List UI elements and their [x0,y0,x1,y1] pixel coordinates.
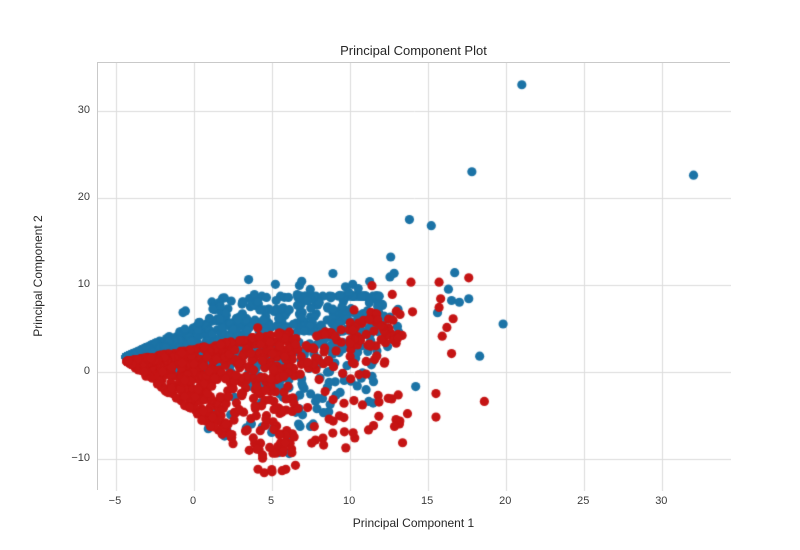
y-tick-label: 20 [77,190,90,203]
x-tick-label: 10 [342,495,356,507]
x-tick-label: 5 [267,495,275,507]
x-tick-label: 20 [499,495,512,507]
scatter-canvas [98,63,731,491]
x-tick-label: −5 [108,495,122,507]
y-tick-label: −10 [71,451,90,464]
plot-area [97,62,731,491]
x-axis-label: Principal Component 1 [352,516,475,530]
x-tick-label: 25 [577,495,590,507]
y-tick-label: 30 [77,103,90,116]
y-tick-label: 0 [83,364,90,377]
y-tick-label: 10 [77,277,90,290]
x-tick-label: 0 [189,495,197,507]
x-tick-label: 30 [655,495,668,507]
y-axis-label: Principal Component 2 [31,215,45,337]
chart-title: Principal Component Plot [340,43,487,58]
x-tick-label: 15 [421,495,434,507]
